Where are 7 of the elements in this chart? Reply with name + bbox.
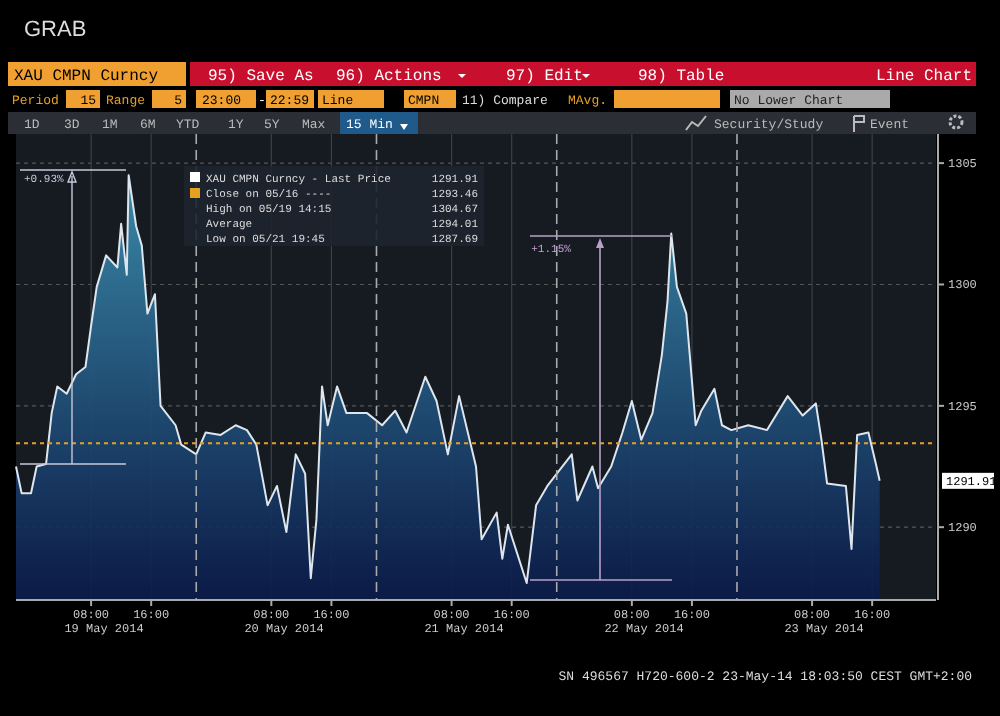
chart-title: GRAB — [24, 18, 87, 42]
text: 97) Edit — [506, 68, 583, 86]
text: XAU CMPN Curncy — [14, 68, 159, 86]
text: 95) Save As — [208, 68, 315, 86]
text: Line Chart — [875, 68, 972, 86]
text: 98) Table — [638, 68, 725, 86]
text: 96) Actions — [336, 68, 443, 86]
